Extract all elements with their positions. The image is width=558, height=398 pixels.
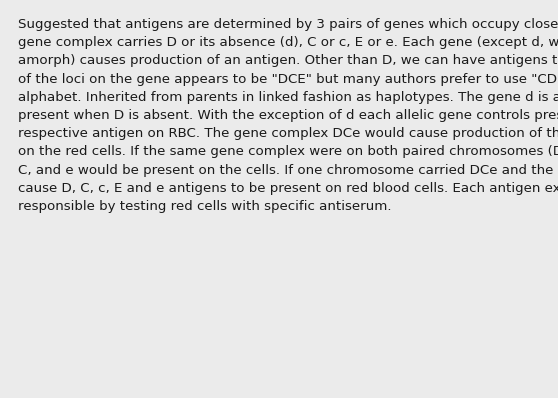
Text: Suggested that antigens are determined by 3 pairs of genes which occupy closely : Suggested that antigens are determined b… <box>18 18 558 213</box>
